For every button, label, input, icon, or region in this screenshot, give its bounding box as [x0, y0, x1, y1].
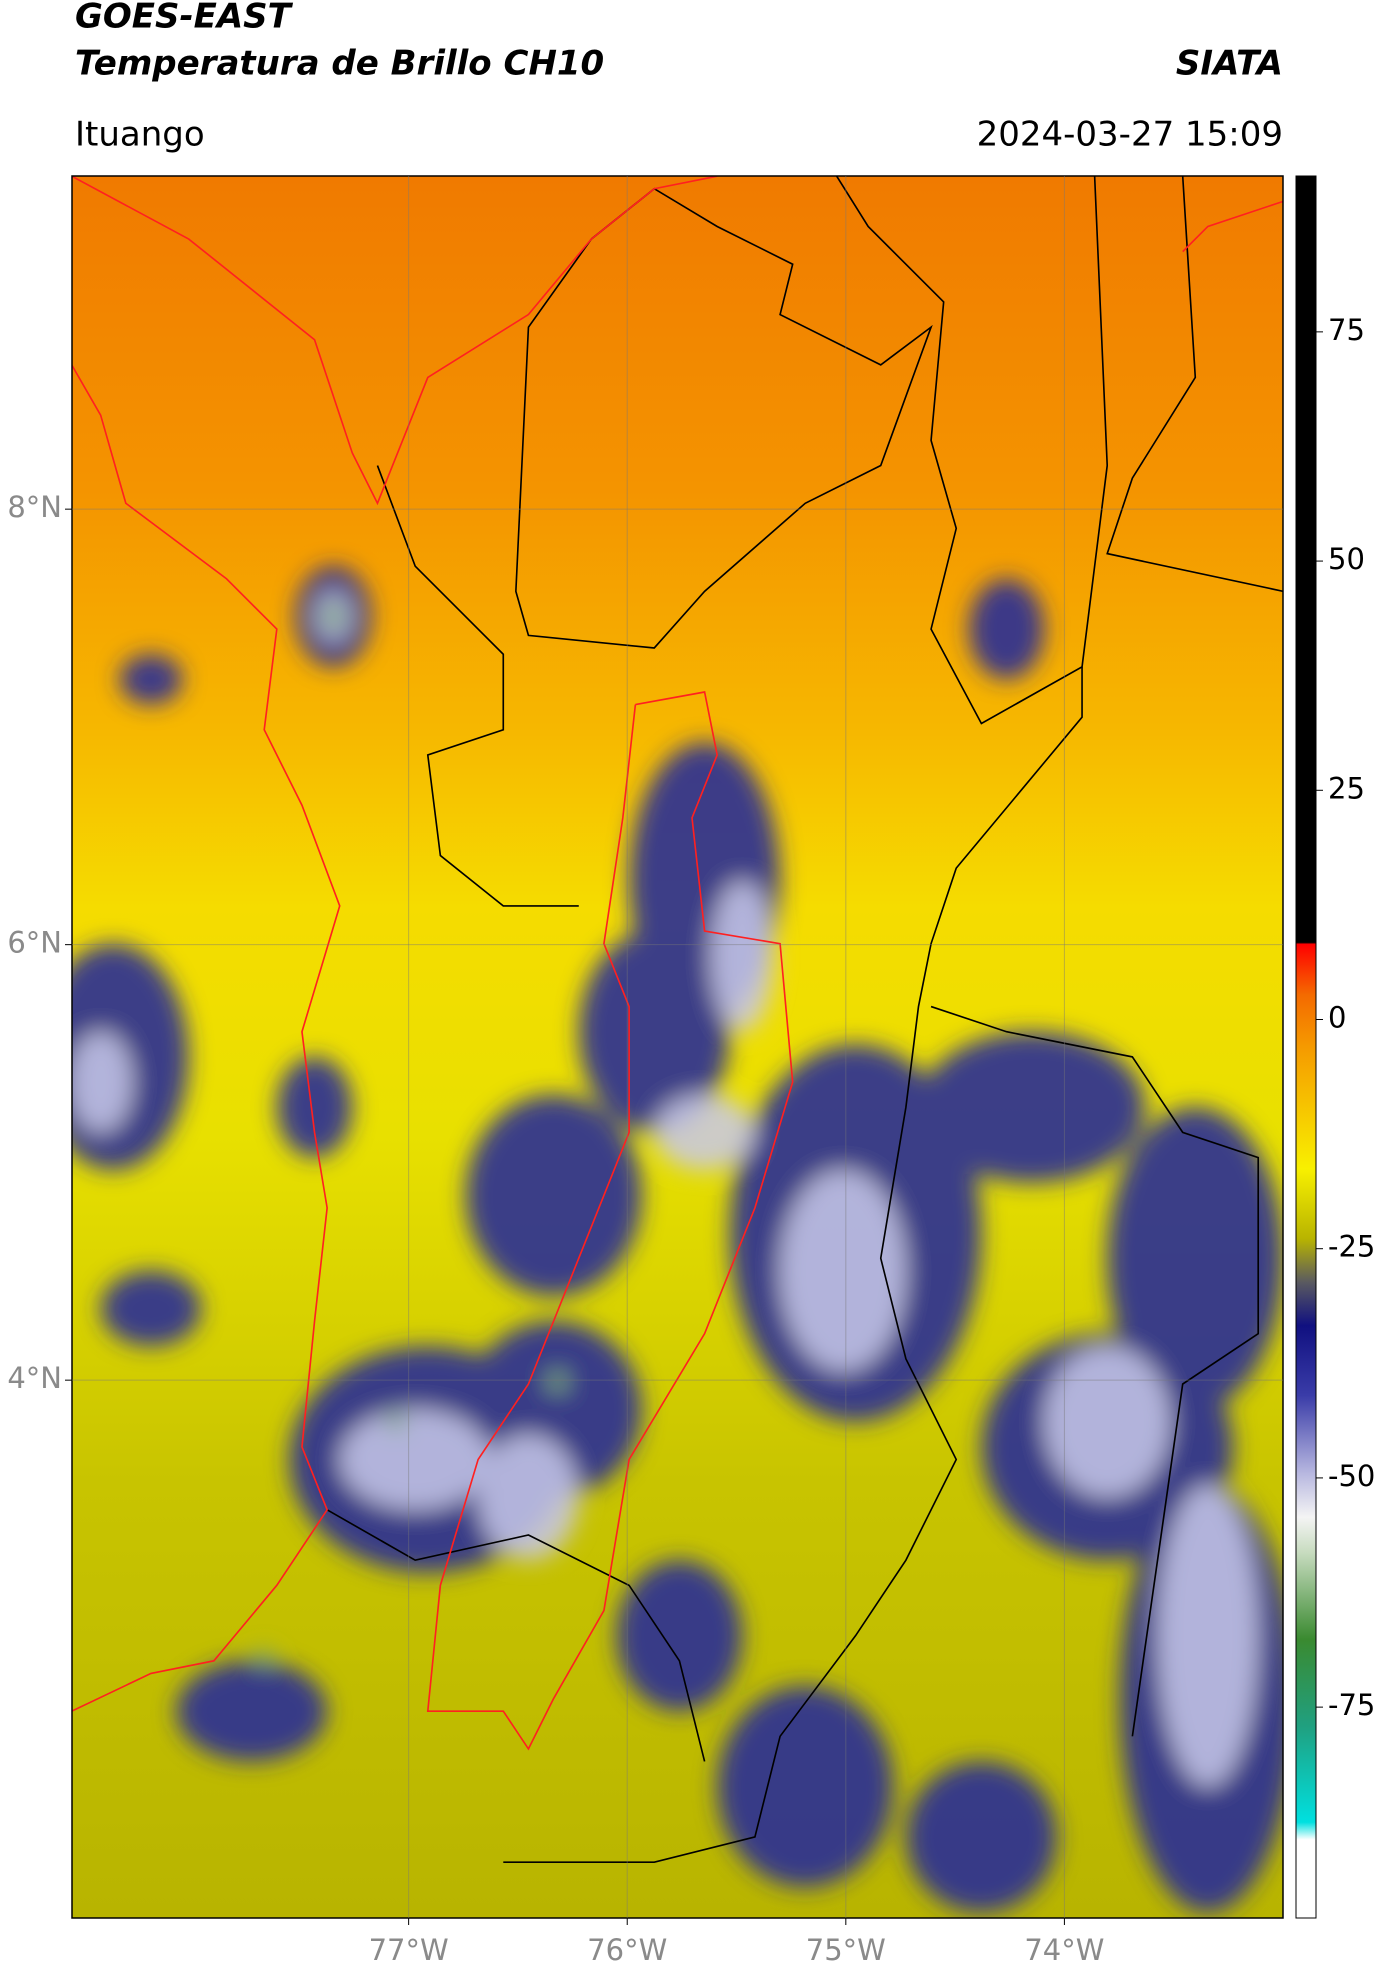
satellite: GOES-EAST — [75, 0, 294, 37]
agency: SIATA — [1176, 44, 1283, 84]
map-image — [72, 176, 1283, 1918]
y-tick-label: 6°N — [7, 926, 62, 960]
map-frame — [71, 175, 1284, 1919]
colorbar-tick-label: 50 — [1328, 542, 1365, 576]
y-tick-label: 4°N — [7, 1361, 62, 1395]
colorbar-tick-label: 0 — [1328, 1000, 1346, 1034]
colorbar-tick-label: 25 — [1328, 771, 1365, 805]
x-tick-label: 77°W — [369, 1933, 449, 1967]
colorbar-tick-label: 75 — [1328, 313, 1365, 347]
x-tick-label: 74°W — [1024, 1933, 1104, 1967]
product: Temperatura de Brillo CH10 — [75, 44, 604, 84]
colorbar-tick-label: -50 — [1328, 1459, 1375, 1493]
colorbar — [1295, 175, 1317, 1919]
datetime: 2024-03-27 15:09 — [977, 115, 1283, 155]
y-tick-label: 8°N — [7, 490, 62, 524]
map-axes: 77°W 76°W 75°W 74°W 8°N 6°N 4°N — [7, 176, 1283, 1967]
x-tick-label: 75°W — [806, 1933, 886, 1967]
x-tick-label: 76°W — [587, 1933, 667, 1967]
colorbar-tick-label: -75 — [1328, 1688, 1375, 1722]
region: Ituango — [75, 115, 205, 155]
colorbar-ticks: 75 50 25 0 -25 -50 -75 — [1316, 313, 1375, 1722]
colorbar-tick-label: -25 — [1328, 1230, 1375, 1264]
